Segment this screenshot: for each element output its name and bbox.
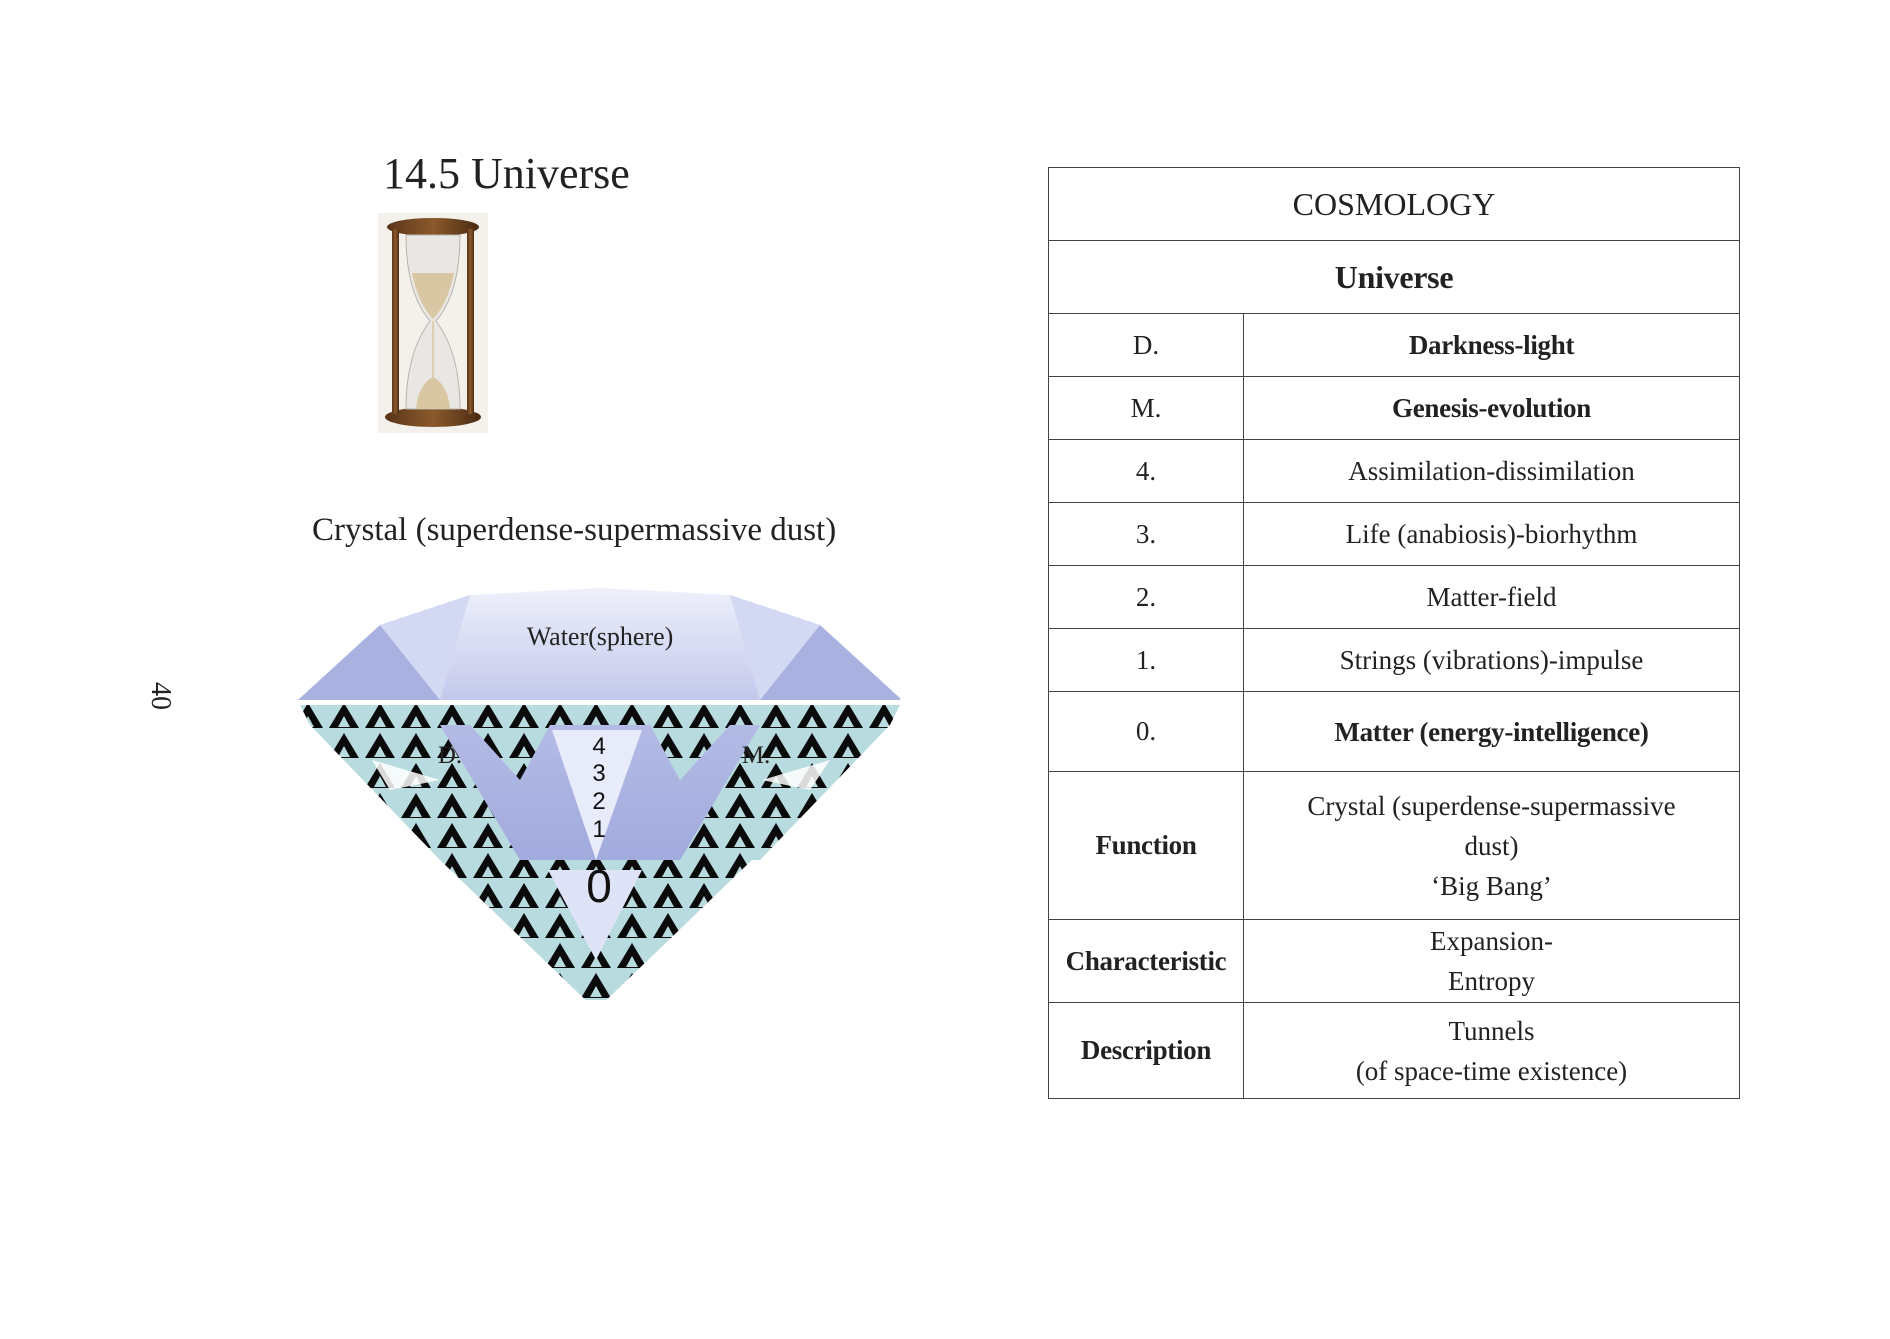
- row-value: Matter (energy-intelligence): [1243, 691, 1740, 772]
- description-key: Description: [1048, 1002, 1244, 1099]
- level-4: 4: [592, 733, 605, 760]
- row-key: M.: [1048, 376, 1244, 440]
- table-row: 1. Strings (vibrations)-impulse: [1048, 628, 1740, 692]
- table-row: M. Genesis-evolution: [1048, 376, 1740, 440]
- table-subheader: Universe: [1048, 240, 1740, 314]
- row-value: Life (anabiosis)-biorhythm: [1243, 502, 1740, 566]
- function-key: Function: [1048, 771, 1244, 920]
- table-row: 4. Assimilation-dissimilation: [1048, 439, 1740, 503]
- function-line-3: ‘Big Bang’: [1431, 870, 1552, 901]
- row-value: Genesis-evolution: [1243, 376, 1740, 440]
- row-key: D.: [1048, 313, 1244, 377]
- characteristic-key: Characteristic: [1048, 919, 1244, 1003]
- right-label: M.: [742, 742, 770, 769]
- description-line-1: Tunnels: [1448, 1015, 1535, 1046]
- row-key: 3.: [1048, 502, 1244, 566]
- characteristic-line-2: Entropy: [1448, 966, 1535, 996]
- row-value: Matter-field: [1243, 565, 1740, 629]
- characteristic-value: Expansion- Entropy: [1243, 919, 1740, 1003]
- table-row: D. Darkness-light: [1048, 313, 1740, 377]
- characteristic-row: Characteristic Expansion- Entropy: [1048, 919, 1740, 1003]
- row-key: 1.: [1048, 628, 1244, 692]
- function-row: Function Crystal (superdense-supermassiv…: [1048, 771, 1740, 920]
- row-key: 2.: [1048, 565, 1244, 629]
- cosmology-table: COSMOLOGY Universe D. Darkness-light M. …: [1048, 167, 1740, 1099]
- function-value: Crystal (superdense-supermassive dust) ‘…: [1243, 771, 1740, 920]
- crystal-diagram: Water(sphere) D. M. 4 3 2 1 0: [298, 588, 900, 1000]
- row-key: 4.: [1048, 439, 1244, 503]
- description-row: Description Tunnels (of space-time exist…: [1048, 1002, 1740, 1099]
- level-2: 2: [592, 788, 605, 815]
- function-line-2: dust): [1464, 830, 1519, 861]
- description-line-2: (of space-time existence): [1355, 1055, 1628, 1086]
- crystal-caption: Crystal (superdense-supermassive dust): [312, 512, 837, 548]
- level-3: 3: [592, 760, 605, 787]
- table-header: COSMOLOGY: [1048, 167, 1740, 241]
- page-number: 40: [145, 682, 176, 710]
- row-value: Assimilation-dissimilation: [1243, 439, 1740, 503]
- table-row: 3. Life (anabiosis)-biorhythm: [1048, 502, 1740, 566]
- table-row: 0. Matter (energy-intelligence): [1048, 691, 1740, 772]
- page-title: 14.5 Universe: [383, 149, 630, 198]
- description-value: Tunnels (of space-time existence): [1243, 1002, 1740, 1099]
- characteristic-line-1: Expansion-: [1430, 926, 1553, 956]
- left-label: D.: [438, 742, 462, 769]
- row-value: Darkness-light: [1243, 313, 1740, 377]
- crown-label: Water(sphere): [527, 622, 674, 651]
- hourglass-icon: [378, 213, 488, 433]
- level-0: 0: [586, 860, 612, 912]
- row-key: 0.: [1048, 691, 1244, 772]
- row-value: Strings (vibrations)-impulse: [1243, 628, 1740, 692]
- table-row: 2. Matter-field: [1048, 565, 1740, 629]
- level-1: 1: [592, 816, 605, 843]
- function-line-1: Crystal (superdense-supermassive: [1307, 790, 1676, 821]
